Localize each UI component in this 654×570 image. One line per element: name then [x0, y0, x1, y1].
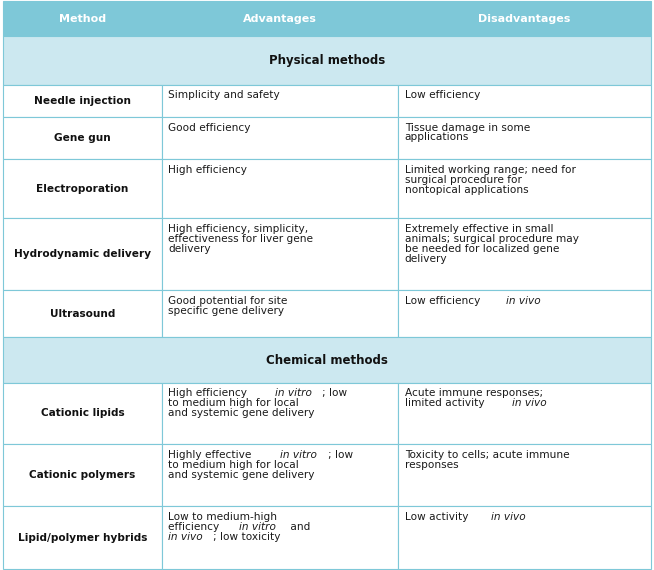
Text: be needed for localized gene: be needed for localized gene	[405, 244, 559, 254]
Bar	[398, 117, 651, 159]
Bar	[162, 1, 398, 36]
Text: Low activity: Low activity	[405, 512, 472, 522]
Bar	[398, 382, 651, 445]
Text: Low efficiency: Low efficiency	[405, 296, 483, 306]
Bar	[398, 1, 651, 36]
Text: applications: applications	[405, 132, 469, 142]
Text: responses: responses	[405, 460, 458, 470]
Bar	[3, 84, 162, 117]
Text: and: and	[286, 522, 310, 532]
Bar	[3, 337, 651, 382]
Bar	[162, 159, 398, 218]
Text: and systemic gene delivery: and systemic gene delivery	[169, 470, 315, 480]
Text: and systemic gene delivery: and systemic gene delivery	[169, 408, 315, 418]
Text: nontopical applications: nontopical applications	[405, 185, 528, 195]
Text: ; low: ; low	[328, 450, 353, 460]
Bar	[3, 36, 651, 84]
Bar	[3, 445, 162, 506]
Bar	[398, 218, 651, 290]
Bar	[398, 506, 651, 569]
Text: effectiveness for liver gene: effectiveness for liver gene	[169, 234, 313, 244]
Text: ; low toxicity: ; low toxicity	[213, 532, 281, 542]
Text: in vivo: in vivo	[506, 296, 541, 306]
Text: limited activity: limited activity	[405, 398, 488, 408]
Text: Gene gun: Gene gun	[54, 133, 111, 143]
Text: Lipid/polymer hybrids: Lipid/polymer hybrids	[18, 532, 147, 543]
Bar	[3, 117, 162, 159]
Text: Simplicity and safety: Simplicity and safety	[169, 90, 280, 100]
Bar	[162, 117, 398, 159]
Text: Acute immune responses;: Acute immune responses;	[405, 388, 543, 398]
Text: delivery: delivery	[405, 254, 447, 264]
Text: Extremely effective in small: Extremely effective in small	[405, 224, 553, 234]
Text: delivery: delivery	[169, 244, 211, 254]
Text: Low to medium-high: Low to medium-high	[169, 512, 277, 522]
Text: Disadvantages: Disadvantages	[478, 14, 571, 23]
Text: Toxicity to cells; acute immune: Toxicity to cells; acute immune	[405, 450, 570, 460]
Text: Needle injection: Needle injection	[34, 96, 131, 105]
Bar	[162, 382, 398, 445]
Bar	[162, 218, 398, 290]
Text: animals; surgical procedure may: animals; surgical procedure may	[405, 234, 579, 244]
Bar	[162, 290, 398, 337]
Text: Physical methods: Physical methods	[269, 54, 385, 67]
Bar	[162, 506, 398, 569]
Text: in vitro: in vitro	[275, 388, 311, 398]
Bar	[398, 159, 651, 218]
Bar	[162, 445, 398, 506]
Bar	[162, 84, 398, 117]
Text: Hydrodynamic delivery: Hydrodynamic delivery	[14, 250, 151, 259]
Bar	[3, 382, 162, 445]
Text: Method: Method	[59, 14, 106, 23]
Text: Ultrasound: Ultrasound	[50, 309, 115, 319]
Text: Advantages: Advantages	[243, 14, 317, 23]
Text: Electroporation: Electroporation	[37, 184, 129, 194]
Text: Limited working range; need for: Limited working range; need for	[405, 165, 576, 175]
Bar	[398, 290, 651, 337]
Bar	[3, 159, 162, 218]
Text: efficiency: efficiency	[169, 522, 223, 532]
Text: High efficiency: High efficiency	[169, 388, 251, 398]
Text: specific gene delivery: specific gene delivery	[169, 306, 284, 316]
Text: Good potential for site: Good potential for site	[169, 296, 288, 306]
Text: in vivo: in vivo	[512, 398, 547, 408]
Bar	[3, 218, 162, 290]
Text: in vivo: in vivo	[491, 512, 526, 522]
Text: Cationic polymers: Cationic polymers	[29, 470, 136, 481]
Bar	[3, 506, 162, 569]
Text: in vitro: in vitro	[281, 450, 317, 460]
Text: surgical procedure for: surgical procedure for	[405, 175, 522, 185]
Text: Tissue damage in some: Tissue damage in some	[405, 123, 530, 133]
Text: in vivo: in vivo	[169, 532, 203, 542]
Bar	[398, 445, 651, 506]
Text: Good efficiency: Good efficiency	[169, 123, 251, 133]
Text: Cationic lipids: Cationic lipids	[41, 409, 124, 418]
Text: to medium high for local: to medium high for local	[169, 460, 299, 470]
Text: High efficiency: High efficiency	[169, 165, 247, 175]
Text: Chemical methods: Chemical methods	[266, 353, 388, 367]
Text: Highly effective: Highly effective	[169, 450, 255, 460]
Text: to medium high for local: to medium high for local	[169, 398, 299, 408]
Text: in vitro: in vitro	[239, 522, 276, 532]
Bar	[398, 84, 651, 117]
Bar	[3, 1, 162, 36]
Text: Low efficiency: Low efficiency	[405, 90, 480, 100]
Text: High efficiency, simplicity,: High efficiency, simplicity,	[169, 224, 309, 234]
Text: ; low: ; low	[322, 388, 347, 398]
Bar	[3, 290, 162, 337]
